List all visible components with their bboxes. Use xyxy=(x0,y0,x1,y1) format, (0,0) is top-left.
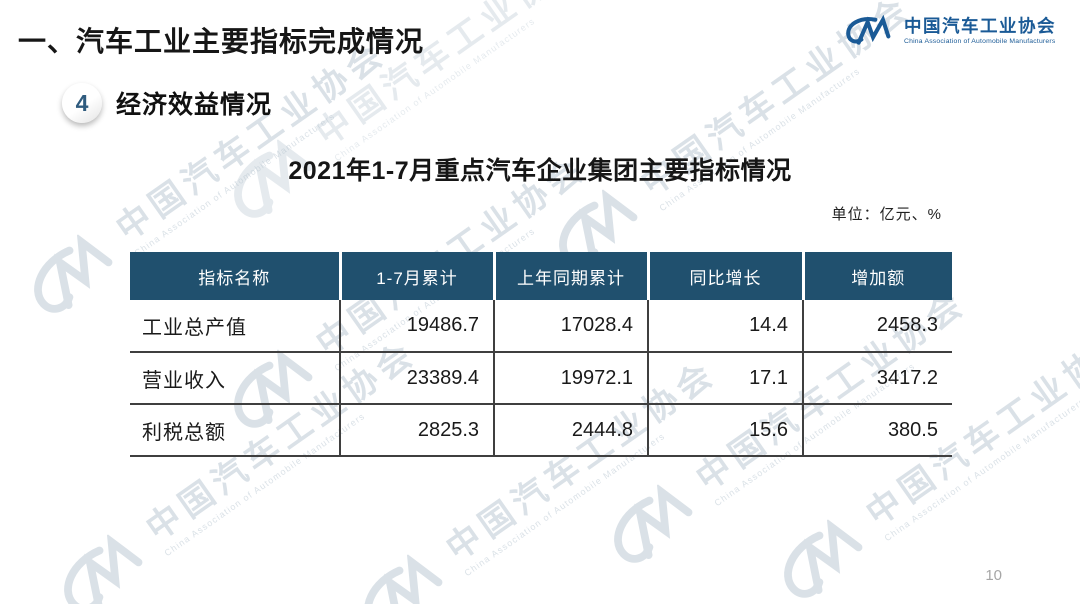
cell-value: 17.1 xyxy=(647,352,803,404)
cell-value: 19972.1 xyxy=(493,352,648,404)
column-header-prior-year: 上年同期累计 xyxy=(492,252,648,300)
logo-name-en: China Association of Automobile Manufact… xyxy=(904,37,1056,45)
row-label: 利税总额 xyxy=(142,421,226,444)
section-title: 经济效益情况 xyxy=(116,91,273,119)
section-heading: 4 经济效益情况 xyxy=(62,83,272,123)
column-header-cumulative: 1-7月累计 xyxy=(338,252,494,300)
table-row: 工业总产值 19486.7 17028.4 14.4 2458.3 xyxy=(130,300,952,352)
cell-value: 14.4 xyxy=(647,300,803,352)
cell-value: 2825.3 xyxy=(339,404,494,456)
row-label: 工业总产值 xyxy=(142,317,247,339)
cell-value: 19486.7 xyxy=(339,300,494,352)
caam-logo-icon xyxy=(842,15,896,47)
table-title: 2021年1-7月重点汽车企业集团主要指标情况 xyxy=(288,157,792,185)
cell-value: 2458.3 xyxy=(802,300,952,352)
cell-value: 3417.2 xyxy=(802,352,952,404)
table-row: 营业收入 23389.4 19972.1 17.1 3417.2 xyxy=(130,352,952,404)
page-title: 一、汽车工业主要指标完成情况 xyxy=(18,26,425,57)
header-row: 指标名称 1-7月累计 上年同期累计 同比增长 增加额 xyxy=(130,252,952,300)
indicators-table: 指标名称 1-7月累计 上年同期累计 同比增长 增加额 工业总产值 19486.… xyxy=(130,252,952,457)
indicators-table-wrap: 指标名称 1-7月累计 上年同期累计 同比增长 增加额 工业总产值 19486.… xyxy=(130,252,952,457)
table-row: 利税总额 2825.3 2444.8 15.6 380.5 xyxy=(130,404,952,456)
section-number-badge: 4 xyxy=(62,83,102,123)
column-header-increase: 增加额 xyxy=(801,252,952,300)
cell-value: 23389.4 xyxy=(339,352,494,404)
cell-value: 380.5 xyxy=(802,404,952,456)
cell-value: 15.6 xyxy=(647,404,803,456)
row-label: 营业收入 xyxy=(142,369,226,392)
unit-note: 单位：亿元、% xyxy=(831,206,942,223)
column-header-indicator: 指标名称 xyxy=(130,252,340,300)
logo-name-cn: 中国汽车工业协会 xyxy=(904,15,1056,36)
cell-value: 2444.8 xyxy=(493,404,648,456)
caam-logo: 中国汽车工业协会 China Association of Automobile… xyxy=(842,15,1056,47)
page-number: 10 xyxy=(985,567,1002,584)
cell-value: 17028.4 xyxy=(493,300,648,352)
column-header-yoy-growth: 同比增长 xyxy=(646,252,803,300)
